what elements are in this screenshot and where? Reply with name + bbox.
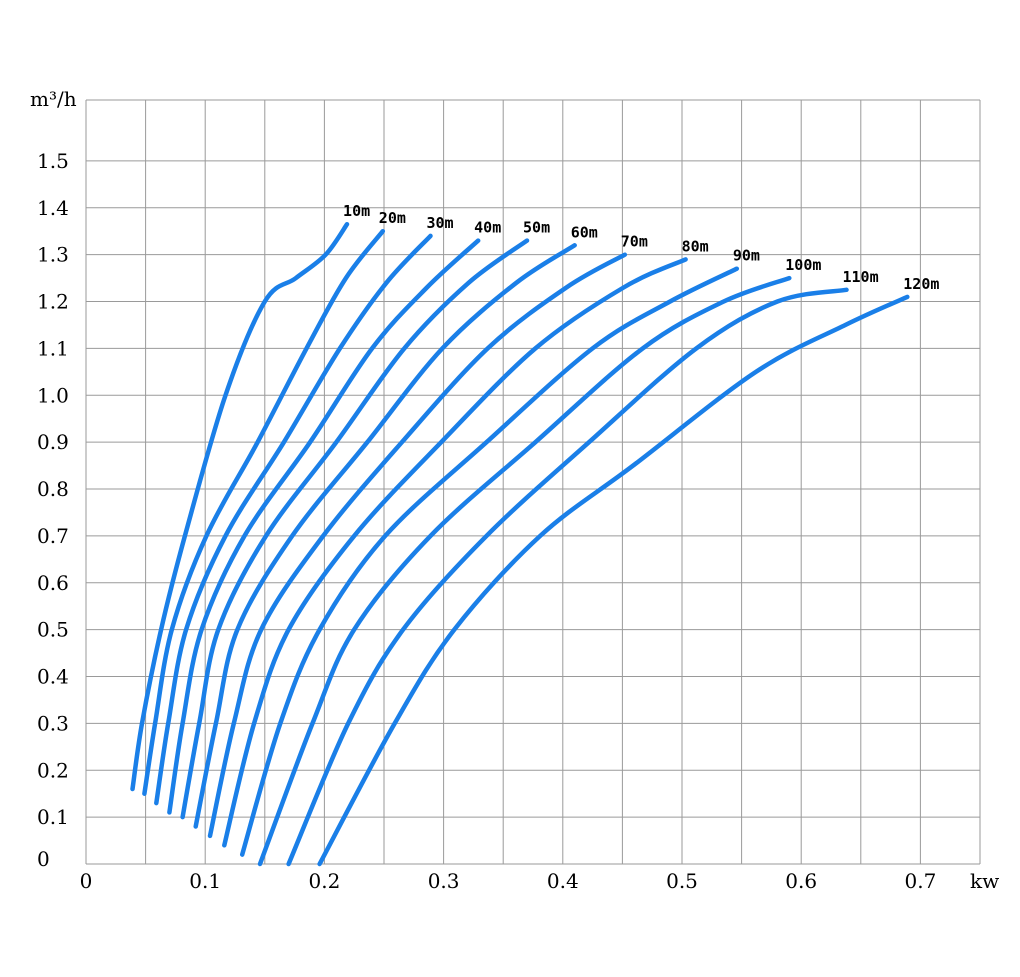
series-line-120m <box>317 294 910 867</box>
series-line-20m <box>142 228 386 796</box>
series-line-40m <box>167 238 481 815</box>
y-tick-label: 0.9 <box>37 430 69 454</box>
y-tick-label: 1.3 <box>37 243 69 267</box>
series-label-70m: 70m <box>621 233 648 251</box>
x-tick-label: 0.6 <box>785 869 817 893</box>
y-tick-label: 0.7 <box>37 524 69 548</box>
series-labels: 10m 20m 30m 40m 50m 60m 70m 80m 90m 100m 110m 120m <box>343 202 939 293</box>
y-tick-label: 0.6 <box>37 571 69 595</box>
series-line-80m <box>222 257 688 848</box>
axis-ticks: 0 0.1 0.2 0.3 0.4 0.5 0.6 0.7 0.8 0.9 1.0 1.1 1.2 1.3… <box>37 149 936 893</box>
y-tick-label: 0.5 <box>37 618 69 642</box>
series-line-70m <box>207 252 628 839</box>
x-tick-label: 0 <box>80 869 93 893</box>
y-tick-label: 0.8 <box>37 477 69 501</box>
series-label-20m: 20m <box>379 209 406 227</box>
x-axis-unit: kw <box>970 869 999 893</box>
series-line-50m <box>180 238 530 820</box>
y-tick-label: 1.5 <box>37 149 69 173</box>
y-tick-label: 0.3 <box>37 711 69 735</box>
y-tick-label: 1.0 <box>37 383 69 407</box>
series-label-40m: 40m <box>474 219 501 237</box>
series-line-10m <box>130 221 350 792</box>
x-tick-label: 0.7 <box>904 869 936 893</box>
series-curves <box>130 221 910 867</box>
series-label-120m: 120m <box>903 275 939 293</box>
x-tick-label: 0.3 <box>428 869 460 893</box>
series-label-10m: 10m <box>343 202 370 220</box>
grid <box>85 99 981 865</box>
series-label-50m: 50m <box>523 219 550 237</box>
series-line-100m <box>257 275 792 867</box>
series-label-60m: 60m <box>571 223 598 241</box>
y-axis-unit: m³/h <box>30 87 77 111</box>
series-label-100m: 100m <box>785 256 821 274</box>
y-tick-label: 0.1 <box>37 805 69 829</box>
x-tick-label: 0.5 <box>666 869 698 893</box>
y-tick-label: 1.1 <box>37 336 69 360</box>
x-tick-label: 0.1 <box>189 869 221 893</box>
series-line-30m <box>154 233 433 806</box>
x-tick-label: 0.4 <box>547 869 579 893</box>
y-tick-label: 0 <box>37 847 50 871</box>
series-label-90m: 90m <box>733 247 760 265</box>
series-line-90m <box>239 266 740 857</box>
x-tick-label: 0.2 <box>308 869 340 893</box>
y-tick-label: 0.4 <box>37 665 69 689</box>
series-label-110m: 110m <box>842 268 878 286</box>
series-label-80m: 80m <box>682 237 709 255</box>
y-tick-label: 1.4 <box>37 196 69 220</box>
y-tick-label: 1.2 <box>37 290 69 314</box>
series-label-30m: 30m <box>426 214 453 232</box>
series-line-110m <box>286 287 849 867</box>
series-line-60m <box>193 243 577 829</box>
y-tick-label: 0.2 <box>37 758 69 782</box>
